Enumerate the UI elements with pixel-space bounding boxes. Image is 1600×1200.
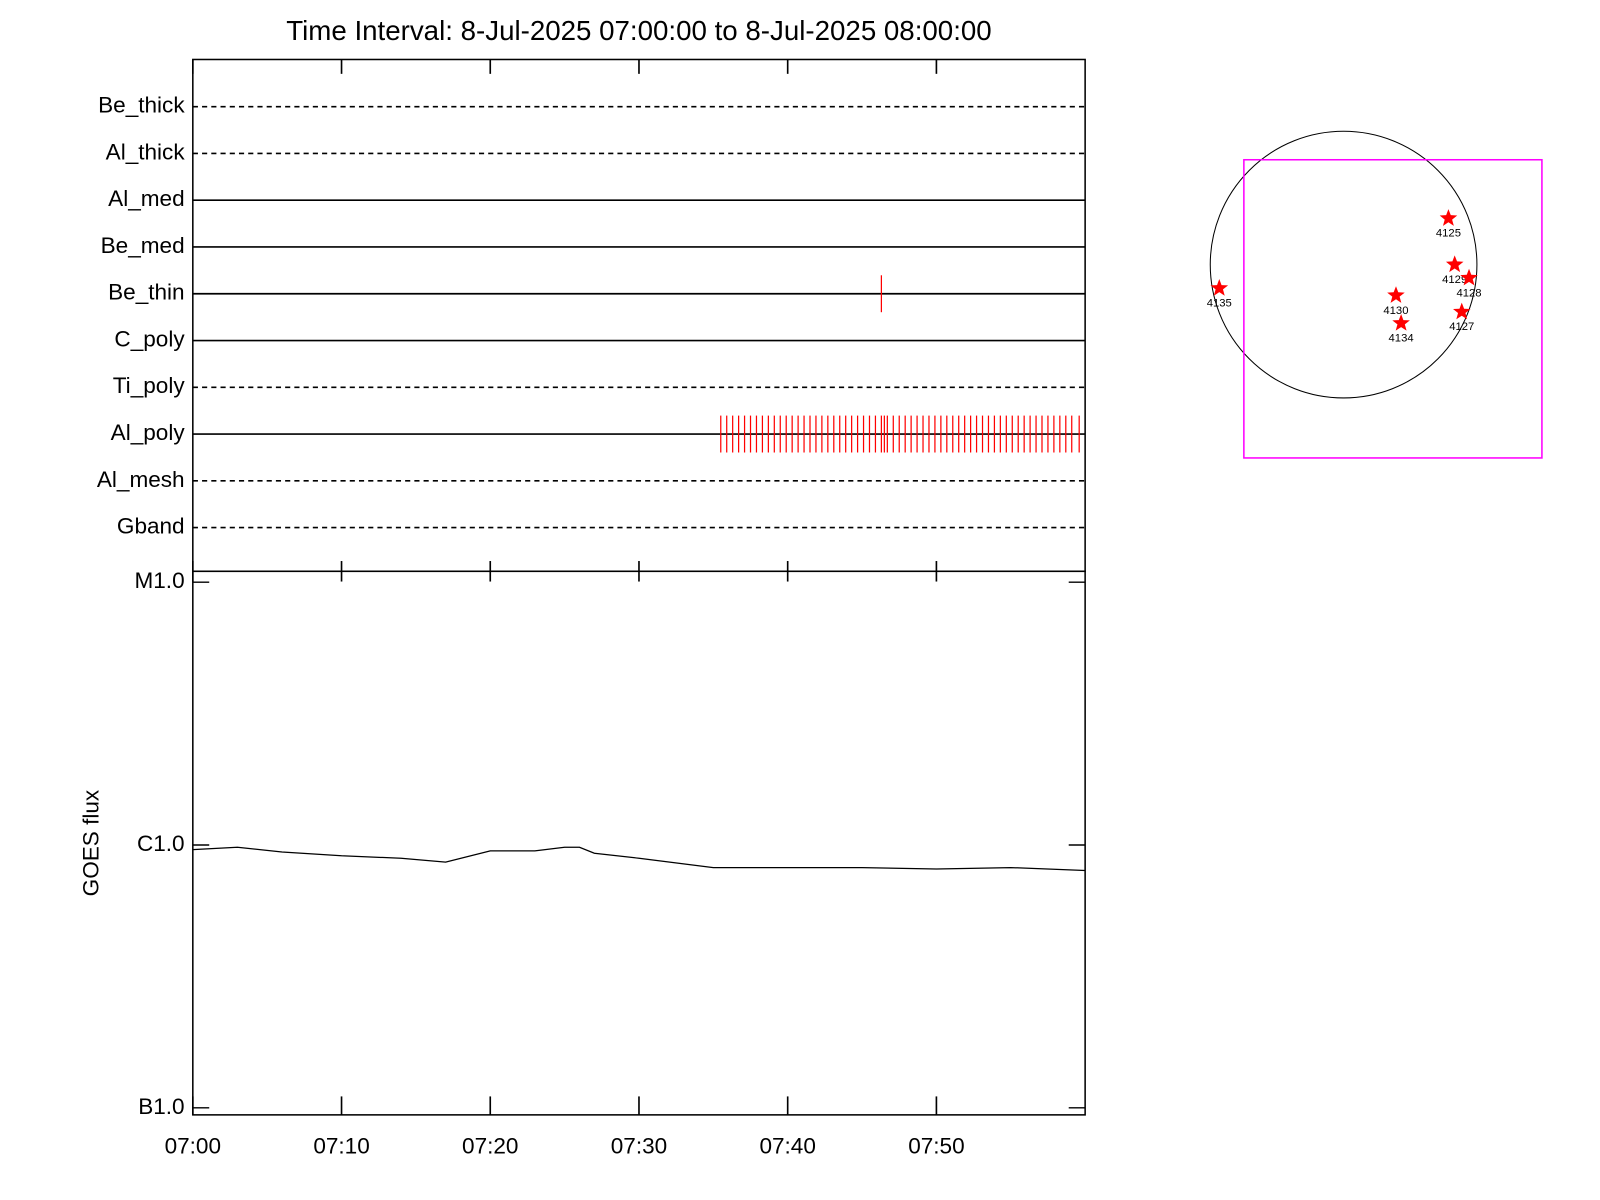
field-of-view bbox=[1243, 158, 1543, 459]
x-tick-label: 07:30 bbox=[611, 1134, 667, 1159]
region-label: 4127 bbox=[1449, 321, 1474, 333]
filter-label: Gband bbox=[117, 514, 185, 539]
filter-label: C_poly bbox=[114, 326, 185, 351]
filter-label: Be_thick bbox=[98, 93, 185, 118]
filter-label: Be_thin bbox=[108, 280, 184, 305]
x-tick-label: 07:10 bbox=[313, 1134, 369, 1159]
region-label: 4129 bbox=[1442, 274, 1467, 286]
region-label: 4128 bbox=[1456, 287, 1481, 299]
y-axis-label: GOES flux bbox=[78, 789, 103, 896]
solar-limb bbox=[1209, 130, 1478, 399]
region-star bbox=[1439, 209, 1458, 226]
region-label: 4135 bbox=[1207, 298, 1232, 310]
filter-label: Al_mesh bbox=[97, 467, 185, 492]
region-label: 4130 bbox=[1383, 305, 1408, 317]
goes-line bbox=[192, 846, 1086, 872]
x-tick-label: 07:50 bbox=[908, 1134, 964, 1159]
chart-title: Time Interval: 8-Jul-2025 07:00:00 to 8-… bbox=[286, 15, 991, 46]
region-star bbox=[1392, 313, 1410, 331]
x-tick-label: 07:40 bbox=[759, 1134, 815, 1159]
x-tick-label: 07:00 bbox=[165, 1134, 221, 1159]
x-tick-label: 07:20 bbox=[462, 1134, 518, 1159]
y-tick-label: C1.0 bbox=[137, 831, 185, 856]
y-tick-label: B1.0 bbox=[138, 1094, 184, 1119]
region-star bbox=[1445, 255, 1464, 273]
region-star bbox=[1210, 278, 1229, 296]
plot-frame bbox=[192, 58, 1086, 573]
filter-label: Be_med bbox=[101, 233, 185, 258]
region-label: 4125 bbox=[1436, 228, 1461, 240]
region-label: 4134 bbox=[1389, 333, 1414, 345]
plot-frame bbox=[192, 570, 1086, 1116]
region-star bbox=[1460, 268, 1478, 286]
region-star bbox=[1453, 302, 1471, 320]
region-star bbox=[1387, 286, 1405, 303]
filter-label: Ti_poly bbox=[113, 373, 186, 398]
filter-label: Al_thick bbox=[106, 139, 186, 164]
filter-label: Al_poly bbox=[111, 420, 186, 445]
filter-label: Al_med bbox=[108, 186, 184, 211]
y-tick-label: M1.0 bbox=[134, 568, 184, 593]
